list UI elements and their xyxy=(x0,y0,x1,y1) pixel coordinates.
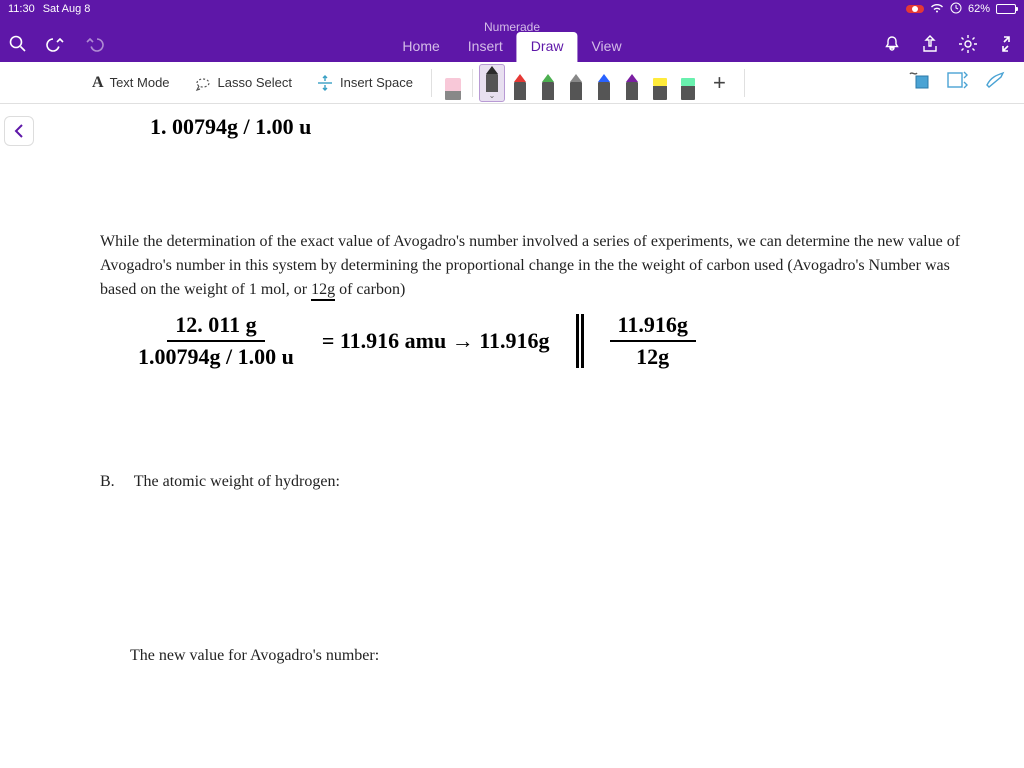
lasso-label: Lasso Select xyxy=(218,75,292,90)
settings-icon[interactable] xyxy=(958,34,978,54)
pen-gallery: ⌄ + xyxy=(440,64,736,102)
tab-view[interactable]: View xyxy=(577,32,635,62)
pen-black[interactable]: ⌄ xyxy=(479,64,505,102)
status-bar: 11:30 Sat Aug 8 62% xyxy=(0,0,1024,18)
add-pen-button[interactable]: + xyxy=(703,70,736,96)
share-icon[interactable] xyxy=(920,34,940,54)
status-date: Sat Aug 8 xyxy=(43,3,91,15)
wifi-icon xyxy=(930,3,944,16)
paragraph-avogadro: While the determination of the exact val… xyxy=(100,230,964,302)
tab-draw[interactable]: Draw xyxy=(517,32,578,62)
text-mode-label: Text Mode xyxy=(110,75,170,90)
eraser-tool[interactable] xyxy=(440,64,466,102)
undo-icon[interactable] xyxy=(46,34,66,54)
ink-to-shape-icon[interactable] xyxy=(908,70,930,95)
highlighter-green[interactable] xyxy=(675,64,701,102)
collapse-ribbon-icon[interactable] xyxy=(996,34,1016,54)
app-header: Numerade Home Insert Draw View xyxy=(0,18,1024,62)
tab-home[interactable]: Home xyxy=(388,32,453,62)
tab-insert[interactable]: Insert xyxy=(454,32,517,62)
search-icon[interactable] xyxy=(8,34,28,54)
insert-space-button[interactable]: Insert Space xyxy=(306,74,423,92)
pen-blue[interactable] xyxy=(591,64,617,102)
handwriting-fraction-top: 1. 00794g / 1.00 u xyxy=(150,114,964,140)
section-avogadro-new: The new value for Avogadro's number: xyxy=(130,644,964,668)
battery-icon xyxy=(996,4,1016,14)
pen-red[interactable] xyxy=(507,64,533,102)
lasso-select-button[interactable]: Lasso Select xyxy=(184,74,302,92)
back-button[interactable] xyxy=(4,116,34,146)
insert-space-label: Insert Space xyxy=(340,75,413,90)
battery-pct: 62% xyxy=(968,3,990,15)
orientation-lock-icon xyxy=(950,2,962,17)
document-canvas[interactable]: 1. 00794g / 1.00 u While the determinati… xyxy=(60,104,1004,768)
handwriting-equation: 12. 011 g 1.00794g / 1.00 u = 11.916 amu… xyxy=(130,312,964,370)
recording-indicator xyxy=(906,5,924,13)
ink-to-math-icon[interactable] xyxy=(946,70,968,95)
redo-icon[interactable] xyxy=(84,34,104,54)
pen-purple[interactable] xyxy=(619,64,645,102)
pen-gray[interactable] xyxy=(563,64,589,102)
notifications-icon[interactable] xyxy=(882,34,902,54)
divider xyxy=(744,69,745,97)
divider xyxy=(472,69,473,97)
status-time: 11:30 xyxy=(8,3,35,15)
text-mode-button[interactable]: A Text Mode xyxy=(82,74,180,92)
divider xyxy=(431,69,432,97)
draw-with-touch-icon[interactable] xyxy=(984,70,1006,95)
highlighter-yellow[interactable] xyxy=(647,64,673,102)
ribbon-tabs: Home Insert Draw View xyxy=(388,32,635,62)
section-b: B. The atomic weight of hydrogen: xyxy=(100,470,964,494)
pen-green[interactable] xyxy=(535,64,561,102)
draw-ribbon: A Text Mode Lasso Select Insert Space ⌄ xyxy=(0,62,1024,104)
